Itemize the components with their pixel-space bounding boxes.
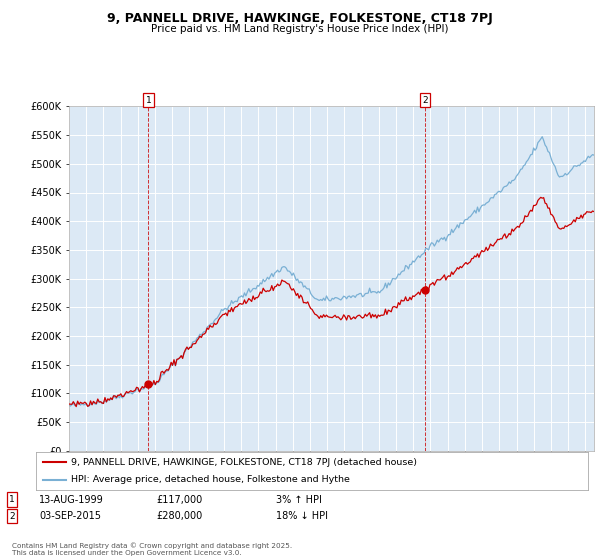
Text: 9, PANNELL DRIVE, HAWKINGE, FOLKESTONE, CT18 7PJ: 9, PANNELL DRIVE, HAWKINGE, FOLKESTONE, … — [107, 12, 493, 25]
Text: 03-SEP-2015: 03-SEP-2015 — [39, 511, 101, 521]
Text: Price paid vs. HM Land Registry's House Price Index (HPI): Price paid vs. HM Land Registry's House … — [151, 24, 449, 34]
Text: 1: 1 — [146, 96, 151, 105]
Text: 13-AUG-1999: 13-AUG-1999 — [39, 494, 104, 505]
Text: £280,000: £280,000 — [156, 511, 202, 521]
Text: £117,000: £117,000 — [156, 494, 202, 505]
Text: Contains HM Land Registry data © Crown copyright and database right 2025.
This d: Contains HM Land Registry data © Crown c… — [12, 542, 292, 556]
Text: 2: 2 — [9, 512, 15, 521]
Text: 3% ↑ HPI: 3% ↑ HPI — [276, 494, 322, 505]
Text: 2: 2 — [422, 96, 428, 105]
Text: HPI: Average price, detached house, Folkestone and Hythe: HPI: Average price, detached house, Folk… — [71, 475, 350, 484]
Text: 18% ↓ HPI: 18% ↓ HPI — [276, 511, 328, 521]
Text: 9, PANNELL DRIVE, HAWKINGE, FOLKESTONE, CT18 7PJ (detached house): 9, PANNELL DRIVE, HAWKINGE, FOLKESTONE, … — [71, 458, 417, 466]
Text: 1: 1 — [9, 495, 15, 504]
